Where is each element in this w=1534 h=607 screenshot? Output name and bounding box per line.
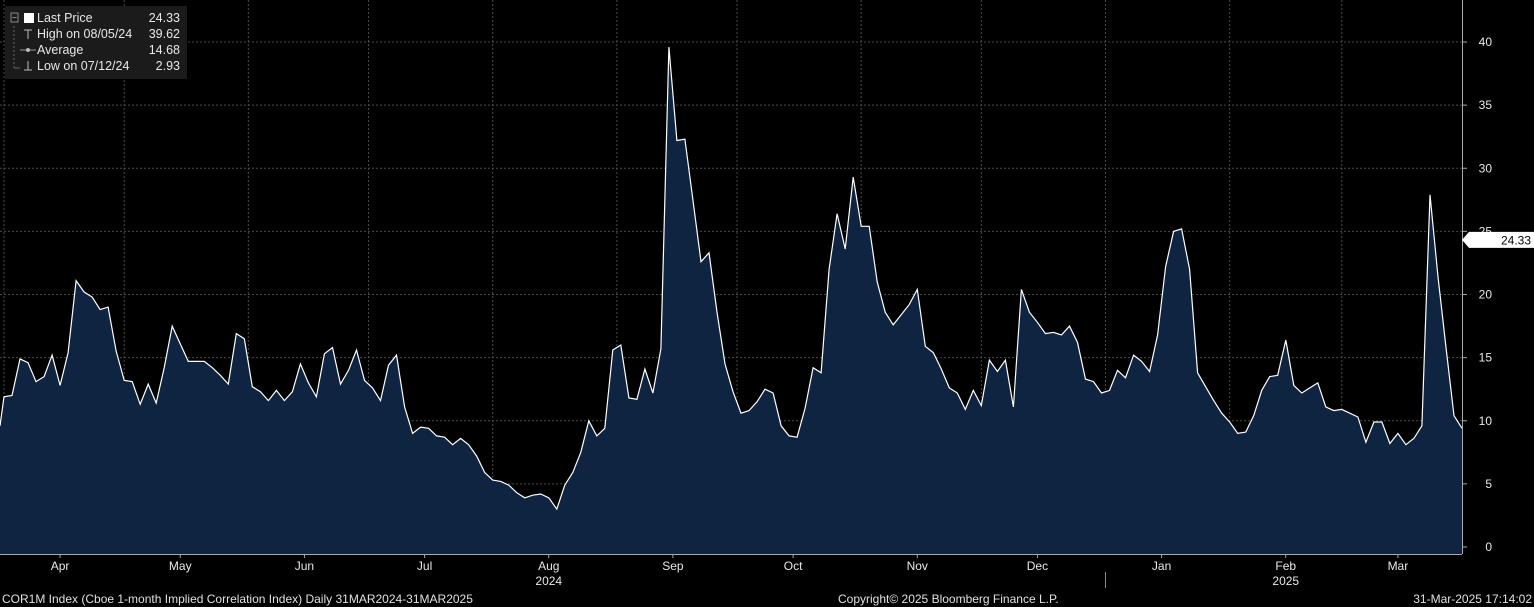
y-tick-label: 0 bbox=[1485, 540, 1492, 554]
x-tick-label: Jul bbox=[417, 559, 432, 573]
x-tick-label: Oct bbox=[784, 559, 803, 573]
last-price-tag: 24.33 bbox=[1462, 231, 1534, 248]
last-price-tag-label: 24.33 bbox=[1501, 233, 1531, 247]
x-year-label: 2025 bbox=[1272, 574, 1299, 588]
legend-value: 2.93 bbox=[155, 59, 180, 73]
high-marker-icon bbox=[13, 26, 32, 42]
legend-label: Low on 07/12/24 bbox=[37, 59, 130, 73]
last-price-tag-shape bbox=[1462, 231, 1534, 248]
legend-item-average[interactable]: Average 14.68 bbox=[5, 42, 187, 58]
legend-value: 39.62 bbox=[148, 27, 180, 41]
price-line bbox=[0, 47, 1463, 511]
legend-panel: Last Price 24.33 High on 08/05/24 39.62 … bbox=[5, 6, 187, 79]
low-marker-icon bbox=[13, 58, 32, 71]
y-tick-label: 40 bbox=[1479, 35, 1493, 49]
legend-item-high[interactable]: High on 08/05/24 39.62 bbox=[5, 26, 187, 42]
copyright-text: Copyright© 2025 Bloomberg Finance L.P. bbox=[838, 592, 1059, 606]
legend-value: 14.68 bbox=[148, 43, 180, 57]
legend-value: 24.33 bbox=[148, 11, 180, 25]
x-tick-label: Sep bbox=[662, 559, 684, 573]
x-axis-ticks: Apr May Jun Jul Aug Sep Oct Nov Dec Jan Feb Mar 2024… bbox=[0, 554, 1462, 588]
x-tick-label: Jan bbox=[1152, 559, 1171, 573]
x-year-label: 2024 bbox=[535, 574, 562, 588]
legend-item-last-price[interactable]: Last Price 24.33 bbox=[5, 10, 187, 26]
x-tick-label: Mar bbox=[1388, 559, 1409, 573]
white-square-icon bbox=[10, 12, 34, 23]
x-tick-label: Feb bbox=[1275, 559, 1296, 573]
x-tick-label: Apr bbox=[51, 559, 70, 573]
legend-label: High on 08/05/24 bbox=[37, 27, 133, 41]
price-area-fill bbox=[0, 47, 1462, 554]
x-tick-label: Jun bbox=[295, 559, 314, 573]
y-tick-label: 5 bbox=[1485, 477, 1492, 491]
average-marker-icon bbox=[13, 42, 36, 58]
y-tick-label: 35 bbox=[1479, 98, 1493, 112]
y-tick-label: 15 bbox=[1479, 351, 1493, 365]
y-tick-label: 10 bbox=[1479, 414, 1493, 428]
legend-label: Average bbox=[37, 43, 84, 57]
chart-description: COR1M Index (Cboe 1-month Implied Correl… bbox=[2, 592, 473, 606]
x-tick-label: Aug bbox=[538, 559, 559, 573]
legend-label: Last Price bbox=[37, 11, 93, 25]
y-tick-label: 30 bbox=[1479, 161, 1493, 175]
timestamp: 31-Mar-2025 17:14:02 bbox=[1413, 592, 1532, 606]
y-tick-label: 20 bbox=[1479, 288, 1493, 302]
x-tick-label: Nov bbox=[907, 559, 928, 573]
x-tick-label: May bbox=[169, 559, 192, 573]
x-tick-label: Dec bbox=[1027, 559, 1048, 573]
legend-item-low[interactable]: Low on 07/12/24 2.93 bbox=[5, 58, 187, 74]
